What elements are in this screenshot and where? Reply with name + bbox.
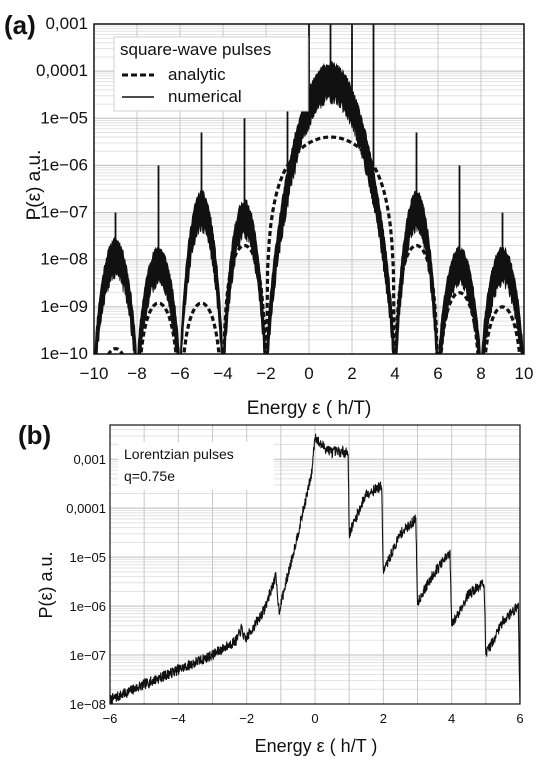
annotation-charge: q=0.75e <box>124 468 175 484</box>
lorentzian-series-line <box>110 433 520 704</box>
annotation-box <box>118 442 274 490</box>
analytic-lobe <box>439 291 480 354</box>
plot-b-data <box>110 433 520 704</box>
plot-a-x-tick-label: −10 <box>80 364 109 383</box>
numerical-lobe <box>438 245 481 354</box>
plot-a-data <box>94 24 524 354</box>
legend-label-numerical: numerical <box>168 87 242 106</box>
plot-a-x-tick-label: 8 <box>476 364 485 383</box>
plot-b-y-tick-label: 0,0001 <box>66 501 106 516</box>
plot-b-y-tick-label: 0,001 <box>73 452 106 467</box>
analytic-lobe <box>222 243 267 354</box>
analytic-lobe <box>265 135 396 354</box>
numerical-lobe <box>137 246 180 354</box>
plot-a-y-tick-label: 1e−09 <box>40 297 88 316</box>
plot-a-y-tick-label: 1e−10 <box>40 344 88 363</box>
plot-a-x-tick-label: −4 <box>213 364 232 383</box>
plot-a-y-tick-label: 1e−07 <box>40 203 88 222</box>
plot-a-y-tick-label: 1e−06 <box>40 155 88 174</box>
plot-a-y-tick-label: 1e−05 <box>40 108 88 127</box>
plot-a-frame <box>93 23 525 355</box>
plot-a-y-axis-label: P(ε) a.u. <box>24 150 45 221</box>
panel-a-label: (a) <box>4 10 36 40</box>
plot-a-legend: square-wave pulses analytic numerical <box>113 36 309 112</box>
plot-b-annotation: Lorentzian pulses q=0.75e <box>118 442 274 490</box>
plot-b-x-tick-label: 0 <box>311 711 318 726</box>
numerical-lobe <box>395 190 438 354</box>
plot-a-x-tick-label: 0 <box>304 364 313 383</box>
plot-b-y-tick-label: 1e−06 <box>69 599 106 614</box>
analytic-lobe <box>483 305 522 354</box>
panel-b-label: (b) <box>18 420 51 450</box>
plot-b-x-tick-label: 4 <box>448 711 455 726</box>
plot-b-x-tick-label: −4 <box>171 711 186 726</box>
plot-a-y-tick-label: 1e−08 <box>40 250 88 269</box>
analytic-lobe <box>394 243 439 354</box>
plot-a-x-tick-label: 2 <box>347 364 356 383</box>
legend-box <box>113 36 309 112</box>
plot-a: −10 −8 −6 −4 −2 0 2 4 6 8 10 1e−10 1e−09 1e−08 1e−07 1e… <box>36 14 534 383</box>
legend-label-analytic: analytic <box>168 65 226 84</box>
plot-b-x-tick-label: 6 <box>516 711 523 726</box>
numerical-lobe <box>481 246 524 354</box>
plot-b-y-tick-label: 1e−08 <box>69 697 106 712</box>
plot-a-x-tick-label: −2 <box>256 364 275 383</box>
numerical-lobe <box>94 236 137 354</box>
plot-b-frame <box>109 424 521 705</box>
plot-a-x-tick-label: 10 <box>515 364 534 383</box>
plot-b-x-tick-label: −2 <box>239 711 254 726</box>
analytic-lobe <box>106 346 125 354</box>
plot-b-y-axis-label: P(ε) a.u. <box>36 551 56 618</box>
numerical-lobe <box>180 189 223 354</box>
annotation-pulse-type: Lorentzian pulses <box>124 446 234 462</box>
plot-b-x-tick-label: −6 <box>103 711 118 726</box>
plot-a-x-tick-label: 6 <box>433 364 442 383</box>
legend-title: square-wave pulses <box>120 40 271 59</box>
numerical-lobe <box>223 198 266 354</box>
plot-a-x-tick-label: −8 <box>127 364 146 383</box>
plot-b-x-tick-label: 2 <box>380 711 387 726</box>
plot-b-y-tick-label: 1e−05 <box>69 550 106 565</box>
plot-a-x-tick-label: −6 <box>170 364 189 383</box>
plot-b-y-tick-label: 1e−07 <box>69 648 106 663</box>
plot-a-x-axis-label: Energy ε ( h/T) <box>247 398 372 419</box>
plot-a-x-tick-label: 4 <box>390 364 399 383</box>
plot-a-y-tick-label: 0,001 <box>45 14 88 33</box>
plot-b-x-axis-label: Energy ε ( h/T ) <box>255 736 378 756</box>
plot-a-y-tick-label: 0,0001 <box>36 61 88 80</box>
